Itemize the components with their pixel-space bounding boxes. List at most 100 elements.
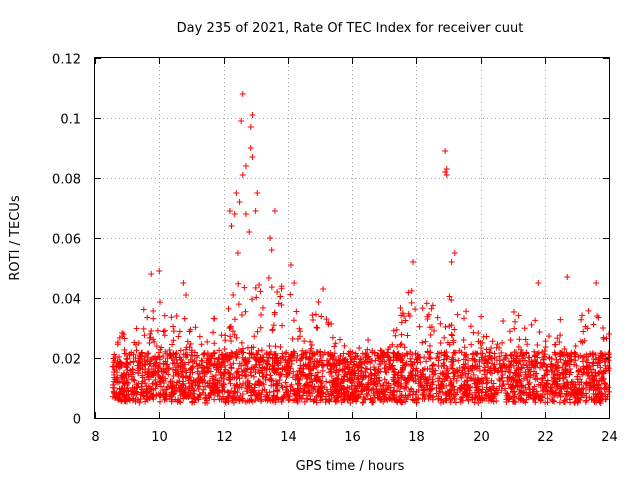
data-point bbox=[194, 394, 201, 401]
y-tick-label: 0.02 bbox=[52, 353, 81, 368]
data-point bbox=[392, 397, 399, 404]
data-point bbox=[598, 350, 605, 357]
data-point bbox=[408, 299, 415, 306]
x-tick-label: 10 bbox=[151, 430, 168, 445]
data-point bbox=[460, 364, 467, 371]
data-point bbox=[150, 308, 157, 315]
data-point bbox=[498, 349, 505, 356]
data-point bbox=[442, 375, 449, 382]
data-point bbox=[211, 396, 218, 403]
data-point bbox=[183, 344, 190, 351]
data-point bbox=[571, 399, 578, 406]
data-point bbox=[221, 362, 228, 369]
data-point bbox=[222, 337, 229, 344]
data-point bbox=[477, 396, 484, 403]
data-point bbox=[291, 280, 298, 286]
data-point bbox=[444, 388, 451, 395]
data-point bbox=[560, 398, 567, 405]
data-point bbox=[152, 362, 159, 369]
data-point bbox=[159, 387, 166, 394]
data-point bbox=[564, 274, 571, 280]
data-point bbox=[465, 357, 472, 364]
data-point bbox=[198, 341, 205, 348]
data-point bbox=[391, 369, 398, 376]
data-point bbox=[401, 344, 408, 351]
data-point bbox=[489, 392, 496, 399]
data-point bbox=[502, 354, 509, 361]
data-point bbox=[413, 365, 420, 372]
data-point bbox=[596, 388, 603, 395]
data-point bbox=[557, 386, 564, 393]
data-point bbox=[265, 394, 272, 401]
data-point bbox=[446, 293, 453, 300]
data-point bbox=[162, 358, 169, 365]
data-point bbox=[315, 299, 322, 306]
data-point bbox=[249, 112, 256, 118]
data-point bbox=[267, 235, 274, 241]
data-point bbox=[294, 335, 301, 342]
data-point bbox=[373, 375, 380, 382]
data-point bbox=[244, 344, 251, 351]
data-point bbox=[560, 380, 567, 387]
data-point bbox=[464, 374, 471, 381]
data-point bbox=[189, 385, 196, 392]
data-point bbox=[255, 347, 262, 354]
data-point bbox=[133, 325, 140, 332]
data-point bbox=[371, 349, 378, 356]
data-point bbox=[277, 370, 284, 377]
data-point bbox=[354, 364, 361, 371]
data-point bbox=[329, 334, 336, 341]
data-point bbox=[496, 376, 503, 383]
data-point bbox=[332, 340, 339, 347]
data-point bbox=[486, 349, 493, 356]
data-point bbox=[147, 360, 154, 367]
data-point bbox=[200, 386, 207, 393]
data-point bbox=[116, 334, 123, 341]
data-point bbox=[186, 328, 193, 335]
data-point bbox=[471, 399, 478, 406]
data-point bbox=[528, 359, 535, 366]
data-point bbox=[588, 369, 595, 376]
data-point bbox=[453, 367, 460, 374]
data-point bbox=[235, 301, 242, 308]
data-point bbox=[332, 377, 339, 384]
data-point bbox=[479, 339, 486, 346]
data-point bbox=[132, 354, 139, 361]
data-point bbox=[576, 368, 583, 375]
data-point bbox=[559, 364, 566, 371]
data-point bbox=[164, 383, 171, 390]
data-point bbox=[302, 354, 309, 361]
data-point bbox=[509, 382, 516, 389]
data-point bbox=[518, 382, 525, 389]
data-point bbox=[287, 383, 294, 390]
data-point bbox=[548, 384, 555, 391]
data-point bbox=[473, 386, 480, 393]
data-point bbox=[510, 384, 517, 391]
data-point bbox=[415, 387, 422, 394]
data-point bbox=[397, 398, 404, 405]
data-point bbox=[542, 343, 549, 350]
data-point bbox=[515, 357, 522, 364]
data-point bbox=[435, 357, 442, 364]
data-point bbox=[434, 314, 441, 321]
data-point bbox=[443, 172, 450, 178]
data-point bbox=[234, 250, 241, 256]
data-point bbox=[453, 377, 460, 384]
data-point bbox=[392, 332, 399, 339]
data-point bbox=[585, 307, 592, 314]
data-point bbox=[181, 315, 188, 322]
data-point bbox=[260, 381, 267, 388]
data-point bbox=[429, 362, 436, 369]
data-point bbox=[582, 398, 589, 405]
data-point bbox=[310, 363, 317, 370]
data-point bbox=[278, 398, 285, 405]
data-point bbox=[238, 312, 245, 319]
y-tick-label: 0.06 bbox=[52, 233, 81, 248]
data-point bbox=[227, 380, 234, 387]
data-point bbox=[439, 378, 446, 385]
data-point bbox=[391, 350, 398, 357]
data-point bbox=[205, 357, 212, 364]
data-point bbox=[475, 383, 482, 390]
data-point bbox=[216, 360, 223, 367]
